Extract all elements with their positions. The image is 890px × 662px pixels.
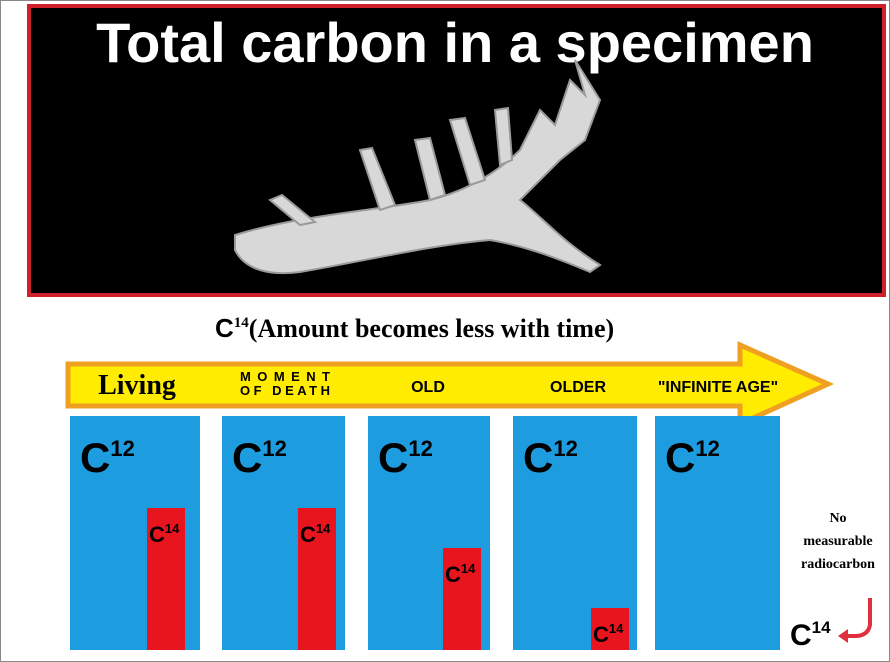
superscript: 12 (553, 436, 577, 461)
infographic: Total carbon in a specimen C14(Amount be… (0, 0, 890, 662)
superscript: 14 (316, 521, 331, 536)
symbol: C (523, 434, 553, 481)
stage-label: OLDER (550, 379, 606, 396)
stage-label: "INFINITE AGE" (658, 379, 778, 396)
superscript: 14 (165, 521, 180, 536)
superscript: 14 (609, 621, 624, 636)
symbol: C (232, 434, 262, 481)
stage-label: OF DEATH (240, 383, 330, 398)
note-line: radiocarbon (801, 557, 875, 572)
superscript: 12 (695, 436, 719, 461)
title: Total carbon in a specimen (96, 11, 814, 74)
symbol: C (149, 522, 165, 547)
superscript: 12 (262, 436, 286, 461)
superscript: 14 (461, 561, 476, 576)
symbol: C (80, 434, 110, 481)
superscript: 12 (408, 436, 432, 461)
symbol: C (215, 313, 234, 343)
symbol: C (665, 434, 695, 481)
symbol: C (445, 562, 461, 587)
stage-label: Living (98, 370, 176, 401)
stage-label: OLD (411, 379, 445, 396)
superscript: 14 (812, 618, 831, 637)
symbol: C (300, 522, 316, 547)
note-line: No (829, 511, 846, 526)
symbol: C (790, 619, 812, 652)
symbol: C (593, 622, 609, 647)
subtitle: C14(Amount becomes less with time) (215, 313, 614, 343)
subtitle-text: (Amount becomes less with time) (249, 314, 614, 343)
superscript: 12 (110, 436, 134, 461)
symbol: C (378, 434, 408, 481)
superscript: 14 (234, 315, 250, 331)
note-line: measurable (803, 534, 872, 549)
